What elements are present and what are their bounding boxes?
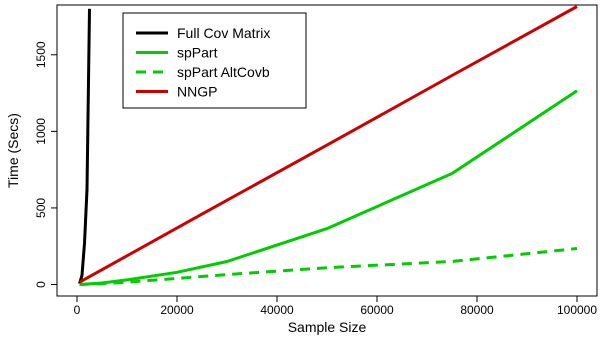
- legend-label-3: NNGP: [177, 84, 217, 100]
- legend-label-0: Full Cov Matrix: [177, 25, 270, 41]
- x-tick-label: 0: [74, 303, 81, 317]
- plot-frame: [56, 4, 598, 297]
- x-tick-label: 100000: [557, 303, 597, 317]
- series-line-3: [78, 5, 578, 284]
- y-tick-label: 1500: [34, 41, 48, 68]
- y-tick-label: 500: [34, 198, 48, 218]
- y-tick-label: 1000: [34, 118, 48, 145]
- legend-box: [122, 12, 307, 109]
- series-layer: [78, 5, 578, 286]
- legend: Full Cov Matrix spPart spPart AltCovb NNGP: [122, 12, 307, 109]
- x-tick-label: 60000: [360, 303, 394, 317]
- x-tick-label: 80000: [460, 303, 494, 317]
- x-axis-title: Sample Size: [288, 319, 367, 335]
- x-tick-label: 20000: [160, 303, 194, 317]
- series-line-0: [78, 8, 91, 285]
- series-line-2: [79, 247, 578, 286]
- y-axis-title: Time (Secs): [5, 113, 21, 188]
- x-axis: 0 20000 40000 60000 80000 100000: [74, 296, 597, 317]
- y-axis: 0 500 1000 1500: [34, 41, 57, 288]
- x-tick-label: 40000: [260, 303, 294, 317]
- legend-label-1: spPart: [177, 45, 218, 61]
- y-tick-label: 0: [34, 281, 48, 288]
- legend-label-2: spPart AltCovb: [177, 64, 270, 80]
